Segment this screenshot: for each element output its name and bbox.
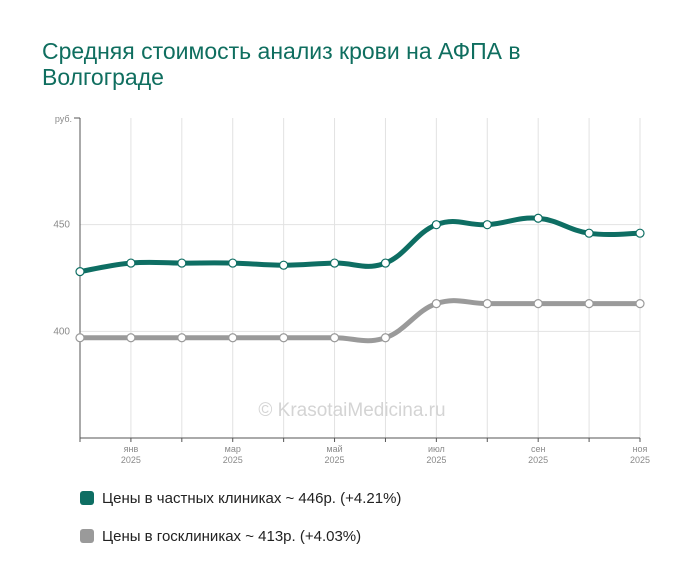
axes <box>74 117 641 442</box>
x-tick-label-month: мар <box>225 444 241 454</box>
data-point <box>431 299 441 309</box>
data-point <box>126 258 136 268</box>
data-point <box>177 258 187 268</box>
data-point <box>635 228 645 238</box>
line-chart: © KrasotaiMedicina.ru 400450руб.янв2025м… <box>53 114 650 465</box>
x-tick-label-month: ноя <box>633 444 648 454</box>
legend-swatch-public <box>80 529 94 543</box>
series-0 <box>75 213 645 277</box>
data-point <box>329 258 340 268</box>
legend-label-public: Цены в госклиниках ~ 413р. (+4.03%) <box>102 528 362 545</box>
x-tick-label-year: 2025 <box>426 455 446 465</box>
series-1 <box>75 297 645 345</box>
data-point <box>279 260 289 270</box>
x-tick-label-year: 2025 <box>223 455 243 465</box>
watermark: © KrasotaiMedicina.ru <box>258 400 445 421</box>
x-tick-label-month: сен <box>531 444 546 454</box>
data-point <box>329 333 340 343</box>
data-point <box>584 228 594 238</box>
data-point <box>584 299 594 309</box>
data-point <box>75 267 85 277</box>
y-axis-unit-label: руб. <box>55 114 72 124</box>
data-point <box>482 299 492 309</box>
x-tick-label-year: 2025 <box>325 455 345 465</box>
grid <box>79 118 641 438</box>
data-point <box>228 258 238 268</box>
x-tick-label-year: 2025 <box>121 455 141 465</box>
series-line-halo <box>76 297 644 345</box>
legend-label-private: Цены в частных клиниках ~ 446р. (+4.21%) <box>102 490 402 507</box>
axis-labels: 400450руб.янв2025мар2025май2025июл2025се… <box>53 114 650 465</box>
x-tick-label-month: янв <box>124 444 139 454</box>
data-point <box>380 333 391 343</box>
data-point <box>533 299 543 309</box>
data-point <box>75 333 85 343</box>
data-point <box>380 258 391 268</box>
data-point <box>482 220 492 230</box>
data-point <box>228 333 238 343</box>
x-tick-label-year: 2025 <box>528 455 548 465</box>
data-point <box>126 333 136 343</box>
data-point <box>533 213 543 223</box>
data-point <box>431 220 441 230</box>
x-tick-label-month: май <box>326 444 342 454</box>
x-tick-label-year: 2025 <box>630 455 650 465</box>
legend-swatch-private <box>80 491 94 505</box>
data-point <box>177 333 187 343</box>
chart-title: Средняя стоимость анализ крови на АФПА в… <box>42 38 521 90</box>
y-tick-label: 400 <box>53 326 70 337</box>
data-point <box>635 299 645 309</box>
data-point <box>279 333 289 343</box>
y-tick-label: 450 <box>53 220 70 231</box>
x-tick-label-month: июл <box>428 444 445 454</box>
series-layer <box>75 213 645 345</box>
